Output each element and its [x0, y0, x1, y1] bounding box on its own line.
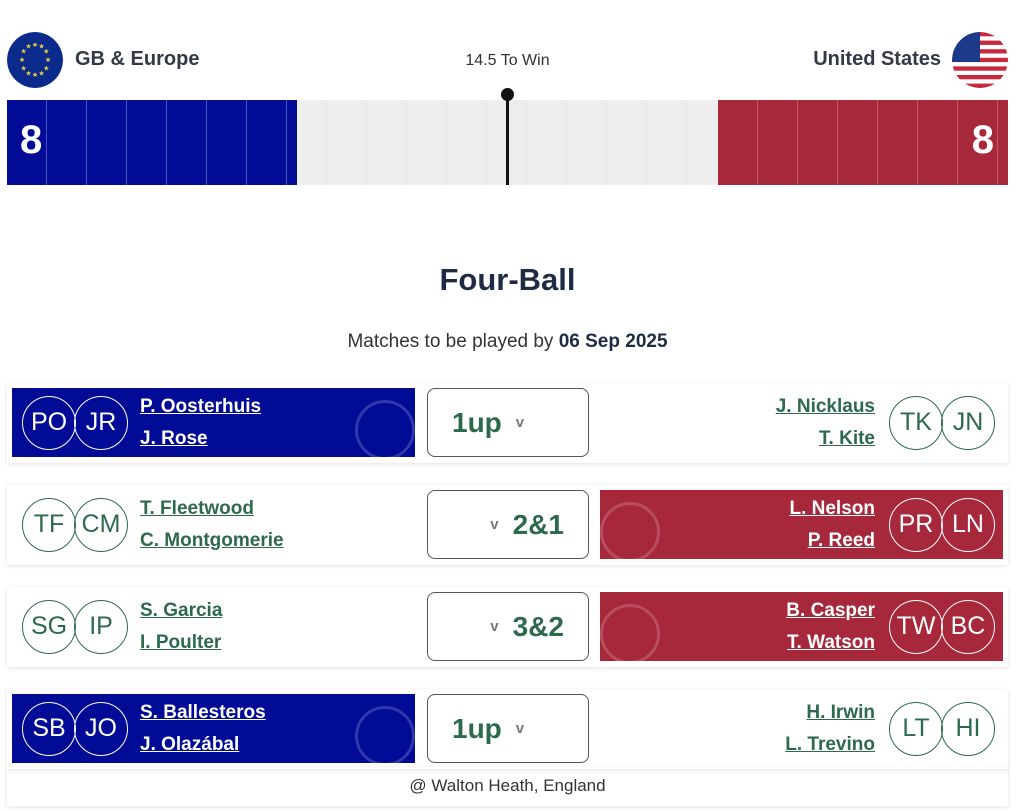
left-team-name: GB & Europe	[75, 48, 200, 70]
match-result: 2&1	[512, 508, 564, 540]
player-avatar: LT	[889, 701, 943, 756]
match-result: 3&2	[512, 610, 564, 642]
play-by-date: 06 Sep 2025	[558, 331, 668, 352]
usa-score-fill	[718, 100, 1008, 185]
session-subtitle: Matches to be played by 06 Sep 2025	[0, 331, 1015, 353]
player-link[interactable]: S. Garcia	[140, 599, 223, 621]
chevron-down-icon: v	[515, 414, 525, 431]
player-link[interactable]: J. Rose	[140, 427, 208, 449]
player-link[interactable]: C. Montgomerie	[140, 529, 284, 551]
player-avatar: SG	[22, 599, 76, 654]
match-result-dropdown[interactable]: 1up v	[427, 694, 589, 763]
player-link[interactable]: T. Kite	[819, 427, 875, 449]
win-threshold-marker	[506, 93, 509, 185]
subtitle-prefix: Matches to be played by	[347, 331, 554, 352]
player-avatar: LN	[941, 497, 995, 552]
player-avatar: BC	[941, 599, 995, 654]
svg-text:★: ★	[32, 41, 38, 49]
player-link[interactable]: P. Oosterhuis	[140, 395, 262, 417]
player-avatar: TF	[22, 497, 76, 552]
match-row[interactable]: PO JR P. Oosterhuis J. Rose 1up v J. Nicklaus T…	[7, 383, 1008, 463]
chevron-down-icon: v	[490, 516, 499, 533]
usa-pair: J. Nicklaus T. Kite TK JN	[600, 388, 1003, 457]
player-link[interactable]: S. Ballesteros	[140, 701, 266, 723]
watermark-logo-icon	[355, 706, 415, 766]
usa-pair: B. Casper T. Watson TW BC	[600, 592, 1003, 664]
us-flag-icon	[952, 32, 1008, 88]
usa-pair: H. Irwin L. Trevino LT HI	[600, 694, 1003, 763]
usa-score: 8	[971, 118, 994, 162]
player-avatar: PR	[889, 497, 943, 552]
watermark-logo-icon	[355, 400, 415, 460]
player-avatar: TW	[889, 599, 943, 654]
europe-pair: PO JR P. Oosterhuis J. Rose	[12, 388, 415, 460]
svg-text:★: ★	[25, 69, 31, 77]
europe-score: 8	[20, 118, 43, 162]
europe-pair: SB JO S. Ballesteros J. Olazábal	[12, 694, 415, 766]
europe-pair: TF CM T. Fleetwood C. Montgomerie	[12, 490, 415, 559]
svg-text:★: ★	[38, 69, 44, 77]
europe-score-fill	[7, 100, 297, 185]
match-result: 1up	[452, 712, 502, 744]
player-link[interactable]: J. Nicklaus	[775, 395, 875, 417]
svg-text:★: ★	[21, 65, 27, 73]
match-row[interactable]: SB JO S. Ballesteros J. Olazábal 1up v H. Irwi…	[7, 689, 1008, 769]
eu-flag-icon: ★ ★ ★ ★ ★ ★ ★ ★ ★ ★ ★ ★	[7, 32, 63, 88]
match-result: 1up	[452, 406, 502, 438]
player-link[interactable]: H. Irwin	[806, 701, 875, 723]
player-avatar: PO	[22, 395, 76, 450]
chevron-down-icon: v	[490, 618, 499, 635]
player-link[interactable]: I. Poulter	[140, 631, 222, 653]
player-link[interactable]: T. Watson	[787, 631, 875, 653]
session-title: Four-Ball	[439, 262, 576, 297]
player-avatar: SB	[22, 701, 76, 756]
svg-text:★: ★	[19, 56, 25, 64]
usa-pair: L. Nelson P. Reed PR LN	[600, 490, 1003, 562]
chevron-down-icon: v	[515, 720, 525, 737]
player-avatar: JR	[74, 395, 128, 450]
player-link[interactable]: P. Reed	[807, 529, 875, 551]
match-result-dropdown[interactable]: v 3&2	[427, 592, 589, 661]
svg-text:★: ★	[45, 56, 51, 64]
europe-pair: SG IP S. Garcia I. Poulter	[12, 592, 415, 661]
player-avatar: JO	[74, 701, 128, 756]
svg-text:★: ★	[43, 65, 49, 73]
match-result-dropdown[interactable]: v 2&1	[427, 490, 589, 559]
player-avatar: TK	[889, 395, 943, 450]
win-threshold-dot	[501, 88, 514, 101]
player-avatar: HI	[941, 701, 995, 756]
player-avatar: JN	[941, 395, 995, 450]
svg-text:★: ★	[32, 71, 38, 79]
venue-footer: @ Walton Heath, England	[7, 767, 1008, 806]
to-win-label: 14.5 To Win	[465, 52, 550, 69]
player-link[interactable]: L. Trevino	[785, 733, 875, 755]
right-team-name: United States	[813, 48, 941, 70]
player-avatar: CM	[74, 497, 128, 552]
watermark-logo-icon	[600, 604, 660, 664]
player-link[interactable]: L. Nelson	[789, 497, 875, 519]
player-link[interactable]: B. Casper	[786, 599, 875, 621]
player-avatar: IP	[74, 599, 128, 654]
player-link[interactable]: J. Olazábal	[140, 733, 240, 755]
match-row[interactable]: SG IP S. Garcia I. Poulter v 3&2 B. Casper T. W…	[7, 587, 1008, 667]
svg-text:★: ★	[43, 48, 49, 56]
svg-text:★: ★	[25, 43, 31, 51]
svg-text:★: ★	[38, 43, 44, 51]
match-result-dropdown[interactable]: 1up v	[427, 388, 589, 457]
svg-text:★: ★	[21, 48, 27, 56]
match-row[interactable]: TF CM T. Fleetwood C. Montgomerie v 2&1 L. Nel…	[7, 485, 1008, 565]
player-link[interactable]: T. Fleetwood	[140, 497, 254, 519]
watermark-logo-icon	[600, 502, 660, 562]
